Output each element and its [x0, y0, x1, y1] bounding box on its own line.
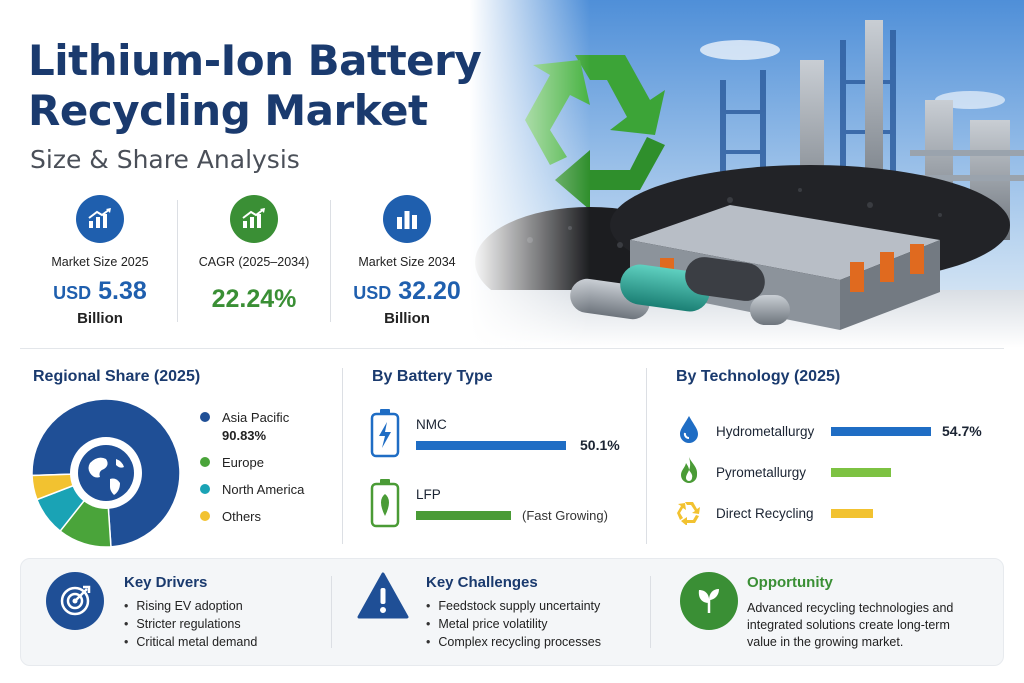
kpi-value: USD 32.20	[332, 277, 482, 306]
legend-dot	[200, 484, 210, 494]
legend-item-europe: Europe	[200, 455, 304, 470]
battery-type-title: By Battery Type	[372, 368, 493, 385]
legend-pct: 90.83%	[222, 428, 267, 443]
legend-dot	[200, 511, 210, 521]
direct-recycling-label: Direct Recycling	[716, 506, 814, 521]
divider	[650, 576, 651, 648]
page-title: Lithium-Ion Battery Recycling Market	[28, 36, 498, 136]
legend-label: North America	[222, 482, 305, 497]
direct-recycling-bar	[831, 509, 873, 518]
kpi-label: Market Size 2025	[51, 255, 149, 269]
hydrometallurgy-value: 54.7%	[942, 423, 982, 439]
recycle-icon	[677, 502, 700, 525]
kpi-market-size-2025: Market Size 2025 USD 5.38 Billion	[25, 195, 175, 327]
regional-donut-chart	[31, 398, 181, 548]
kpi-market-size-2034: Market Size 2034 USD 32.20 Billion	[332, 195, 482, 327]
hydrometallurgy-label: Hydrometallurgy	[716, 424, 815, 439]
key-challenges-list: Feedstock supply uncertainty Metal price…	[426, 599, 601, 653]
battery-cells	[570, 257, 790, 325]
legend-label: Asia Pacific	[222, 410, 290, 425]
list-item: Rising EV adoption	[124, 599, 257, 614]
regional-share-title: Regional Share (2025)	[33, 368, 201, 385]
list-item: Metal price volatility	[426, 617, 601, 632]
kpi-label: Market Size 2034	[358, 255, 456, 269]
warning-icon	[357, 572, 409, 619]
divider	[342, 368, 343, 544]
divider	[330, 200, 331, 322]
opportunity-title: Opportunity	[747, 574, 833, 591]
key-drivers-title: Key Drivers	[124, 574, 208, 591]
divider	[177, 200, 178, 322]
list-item: Stricter regulations	[124, 617, 257, 632]
battery-leaf-icon	[370, 479, 400, 528]
technology-title: By Technology (2025)	[676, 368, 841, 385]
page-subtitle: Size & Share Analysis	[30, 145, 300, 174]
kpi-unit: Billion	[384, 310, 430, 327]
divider	[646, 368, 647, 544]
battery-bolt-icon	[370, 409, 400, 458]
title-line-1: Lithium-Ion Battery	[28, 36, 482, 85]
lfp-bar	[416, 511, 511, 520]
globe-icon	[78, 445, 134, 501]
opportunity-text: Advanced recycling technologies and inte…	[747, 601, 954, 649]
flame-icon	[681, 457, 698, 483]
lfp-note: (Fast Growing)	[522, 508, 608, 523]
section-divider	[20, 348, 1004, 349]
kpi-cagr: CAGR (2025–2034) 22.24%	[179, 195, 329, 314]
legend-dot	[200, 412, 210, 422]
pyrometallurgy-label: Pyrometallurgy	[716, 465, 807, 480]
nmc-value: 50.1%	[580, 437, 620, 453]
kpi-label: CAGR (2025–2034)	[198, 255, 310, 269]
list-item: Critical metal demand	[124, 635, 257, 650]
water-drop-icon	[680, 416, 698, 443]
hero-illustration	[470, 0, 1024, 348]
chart-up-icon	[76, 195, 124, 243]
title-line-2: Recycling Market	[28, 86, 428, 135]
kpi-value: 22.24%	[211, 285, 297, 313]
list-item: Feedstock supply uncertainty	[426, 599, 601, 614]
kpi-currency: USD	[53, 283, 92, 303]
kpi-value: USD 5.38	[25, 277, 175, 306]
legend-item-others: Others	[200, 509, 304, 524]
legend-item-north-america: North America	[200, 482, 304, 497]
chart-up-icon	[230, 195, 278, 243]
kpi-unit: Billion	[77, 310, 123, 327]
kpi-currency: USD	[353, 283, 392, 303]
legend-item-asia-pacific: Asia Pacific 90.83%	[200, 410, 304, 443]
target-icon	[46, 572, 104, 630]
key-challenges-title: Key Challenges	[426, 574, 538, 591]
legend-label: Europe	[222, 455, 264, 470]
nmc-bar	[416, 441, 566, 450]
pyrometallurgy-bar	[831, 468, 891, 477]
list-item: Complex recycling processes	[426, 635, 601, 650]
key-drivers-list: Rising EV adoption Stricter regulations …	[124, 599, 257, 653]
divider	[331, 576, 332, 648]
nmc-label: NMC	[416, 417, 447, 432]
kpi-number: 5.38	[98, 277, 147, 305]
kpi-number: 32.20	[398, 277, 461, 305]
leaf-icon	[680, 572, 738, 630]
hero-fade	[470, 0, 590, 348]
legend-dot	[200, 457, 210, 467]
legend-label: Others	[222, 509, 262, 524]
hydrometallurgy-bar	[831, 427, 931, 436]
lfp-label: LFP	[416, 487, 441, 502]
regional-legend: Asia Pacific 90.83% Europe North America …	[200, 410, 304, 536]
bar-chart-icon	[383, 195, 431, 243]
